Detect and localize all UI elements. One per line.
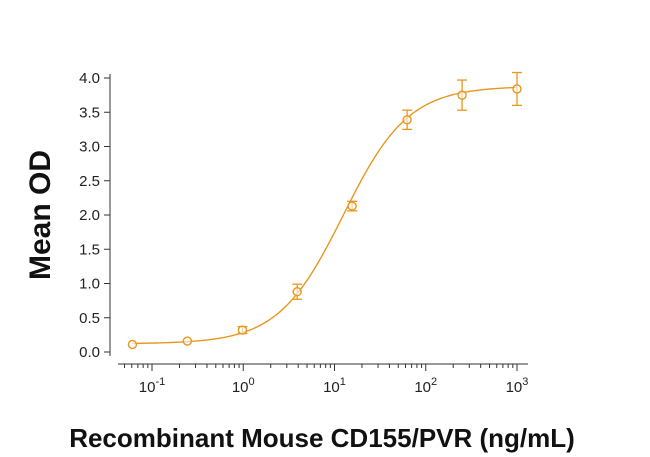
point-marker	[182, 336, 193, 346]
y-tick-label: 0.5	[79, 310, 100, 327]
point-marker	[402, 115, 412, 125]
y-tick-label: 0.0	[79, 344, 100, 361]
data-point	[347, 200, 358, 212]
point-marker	[292, 287, 302, 297]
y-tick-label: 2.0	[79, 207, 100, 224]
data-points-layer	[127, 71, 522, 350]
data-point	[457, 79, 468, 111]
point-marker	[457, 90, 467, 100]
y-tick-label: 2.5	[79, 173, 100, 190]
y-axis-title: Mean OD	[24, 150, 57, 280]
x-axis-title: Recombinant Mouse CD155/PVR (ng/mL)	[69, 423, 575, 453]
y-tick-label: 3.5	[79, 104, 100, 121]
fit-curve-layer	[132, 86, 518, 345]
x-tick-label: 103	[506, 376, 529, 396]
x-axis: 10-1 100 101 102 103	[118, 363, 529, 396]
x-tick-label: 102	[414, 376, 437, 396]
y-tick-label: 4.0	[79, 70, 100, 87]
data-point	[182, 336, 193, 346]
x-tick-label: 100	[232, 376, 255, 396]
data-point	[127, 339, 138, 350]
point-marker	[347, 201, 357, 211]
data-point	[512, 71, 522, 107]
fit-curve	[132, 86, 518, 345]
x-tick-label: 10-1	[139, 376, 165, 396]
point-marker	[127, 339, 138, 350]
y-axis: 0.0 0.5 1.0 1.5 2.0 2.5 3.0 3.5 4.0	[79, 70, 111, 361]
x-tick-label: 101	[323, 376, 346, 396]
y-tick-label: 1.0	[79, 276, 100, 293]
point-marker	[237, 325, 248, 335]
y-tick-label: 1.5	[79, 241, 100, 258]
data-point	[237, 325, 248, 335]
point-marker	[512, 84, 522, 94]
data-point	[292, 283, 303, 300]
y-tick-label: 3.0	[79, 139, 100, 156]
data-point	[402, 109, 413, 131]
